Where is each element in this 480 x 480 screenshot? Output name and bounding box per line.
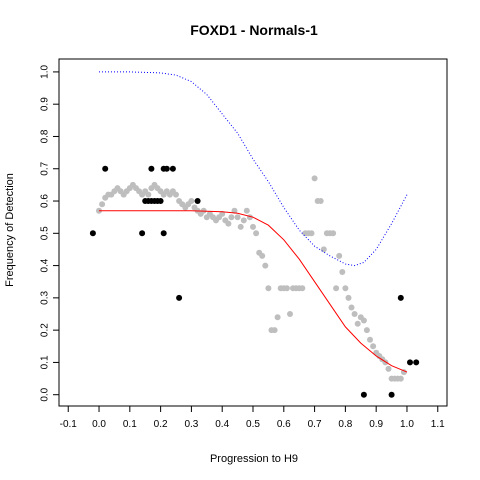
grey-data-point: [250, 223, 256, 230]
grey-data-point: [360, 317, 367, 324]
y-tick-label: 0.5: [40, 226, 51, 240]
x-tick-label: 0.6: [277, 419, 291, 430]
y-tick-label: 0.4: [40, 258, 51, 272]
x-tick-label: -0.1: [60, 419, 78, 430]
black-data-point: [360, 391, 367, 398]
black-data-point: [413, 359, 420, 366]
grey-data-point: [339, 269, 346, 275]
chart-title: FOXD1 - Normals-1: [190, 22, 318, 38]
grey-data-point: [99, 201, 106, 208]
y-tick-label: 0.9: [40, 97, 51, 111]
grey-data-point: [311, 175, 318, 182]
blue-dotted-curve: [99, 71, 408, 267]
x-tick-label: 1.1: [431, 419, 445, 430]
y-tick-label: 0.6: [40, 194, 51, 208]
series-layer: [89, 71, 420, 398]
black-data-point: [169, 165, 176, 172]
y-tick-label: 0.0: [40, 387, 51, 401]
grey-data-point: [173, 191, 179, 198]
grey-data-point: [271, 327, 278, 334]
grey-data-point: [336, 252, 343, 259]
x-axis: -0.1 0.0 0.1 0.2 0.3 0.4 0.5 0.6 0.7 0.8 0.9 1.0 1.1: [60, 406, 445, 430]
grey-data-point: [354, 320, 361, 327]
grey-data-point: [265, 285, 272, 292]
grey-data-point: [385, 365, 392, 372]
grey-data-point: [219, 210, 226, 217]
black-data-point: [176, 294, 183, 301]
x-tick-label: 0.3: [184, 419, 198, 430]
grey-data-point: [342, 285, 349, 292]
grey-data-point: [317, 198, 324, 204]
black-data-point: [163, 165, 170, 172]
y-tick-label: 0.8: [40, 129, 51, 143]
black-data-point: [89, 230, 96, 237]
grey-data-point: [330, 230, 337, 237]
grey-data-point: [345, 294, 352, 301]
grey-data-point: [237, 223, 244, 230]
black-data-point: [407, 359, 413, 366]
grey-data-point: [262, 262, 269, 269]
black-data-point: [397, 294, 404, 301]
grey-data-point: [367, 336, 373, 343]
grey-data-point: [243, 207, 250, 214]
grey-data-point: [397, 375, 404, 382]
y-tick-label: 1.0: [40, 65, 51, 79]
plot-frame: [58, 58, 448, 407]
x-tick-label: 0.1: [123, 419, 137, 430]
grey-data-point: [231, 207, 238, 214]
black-data-point: [102, 165, 109, 172]
x-tick-label: 0.7: [308, 419, 322, 430]
black-data-point: [160, 230, 167, 237]
grey-data-point: [363, 327, 370, 334]
grey-data-point: [333, 285, 340, 292]
y-tick-label: 0.1: [40, 355, 51, 369]
black-data-point: [139, 230, 146, 237]
black-data-point: [194, 198, 201, 204]
grey-data-point: [225, 220, 232, 227]
x-tick-label: 0.4: [215, 419, 229, 430]
x-tick-label: 0.0: [92, 419, 106, 430]
grey-data-point: [283, 285, 290, 292]
grey-data-point: [274, 314, 281, 321]
x-tick-label: 1.0: [400, 419, 414, 430]
y-tick-label: 0.3: [40, 290, 51, 304]
x-tick-label: 0.8: [338, 419, 352, 430]
y-tick-label: 0.2: [40, 323, 51, 337]
grey-data-point: [299, 285, 306, 292]
y-tick-label: 0.7: [40, 161, 51, 175]
black-data-point: [148, 165, 155, 172]
grey-data-point: [145, 191, 152, 198]
grey-data-point: [308, 230, 315, 237]
grey-data-point: [370, 343, 377, 350]
grey-data-point: [320, 246, 327, 253]
grey-data-point: [228, 214, 235, 221]
y-axis-label: Frequency of Detection: [4, 173, 16, 287]
x-axis-label: Progression to H9: [210, 453, 298, 465]
y-axis: 0.0 0.1 0.2 0.3 0.4 0.5 0.6 0.7 0.8 0.9 1.0: [40, 65, 59, 402]
grey-data-point: [240, 217, 247, 224]
grey-data-point: [188, 198, 195, 204]
grey-data-point: [234, 214, 241, 221]
x-tick-label: 0.5: [246, 419, 260, 430]
grey-data-point: [253, 230, 260, 237]
grey-data-point: [259, 252, 266, 259]
x-tick-label: 0.9: [369, 419, 383, 430]
black-data-point: [388, 391, 395, 398]
red-fit-curve: [99, 210, 408, 373]
grey-data-point: [348, 304, 355, 311]
grey-data-point: [351, 311, 358, 317]
grey-data-point: [287, 311, 293, 317]
black-data-point: [157, 198, 164, 204]
x-tick-label: 0.2: [154, 419, 168, 430]
